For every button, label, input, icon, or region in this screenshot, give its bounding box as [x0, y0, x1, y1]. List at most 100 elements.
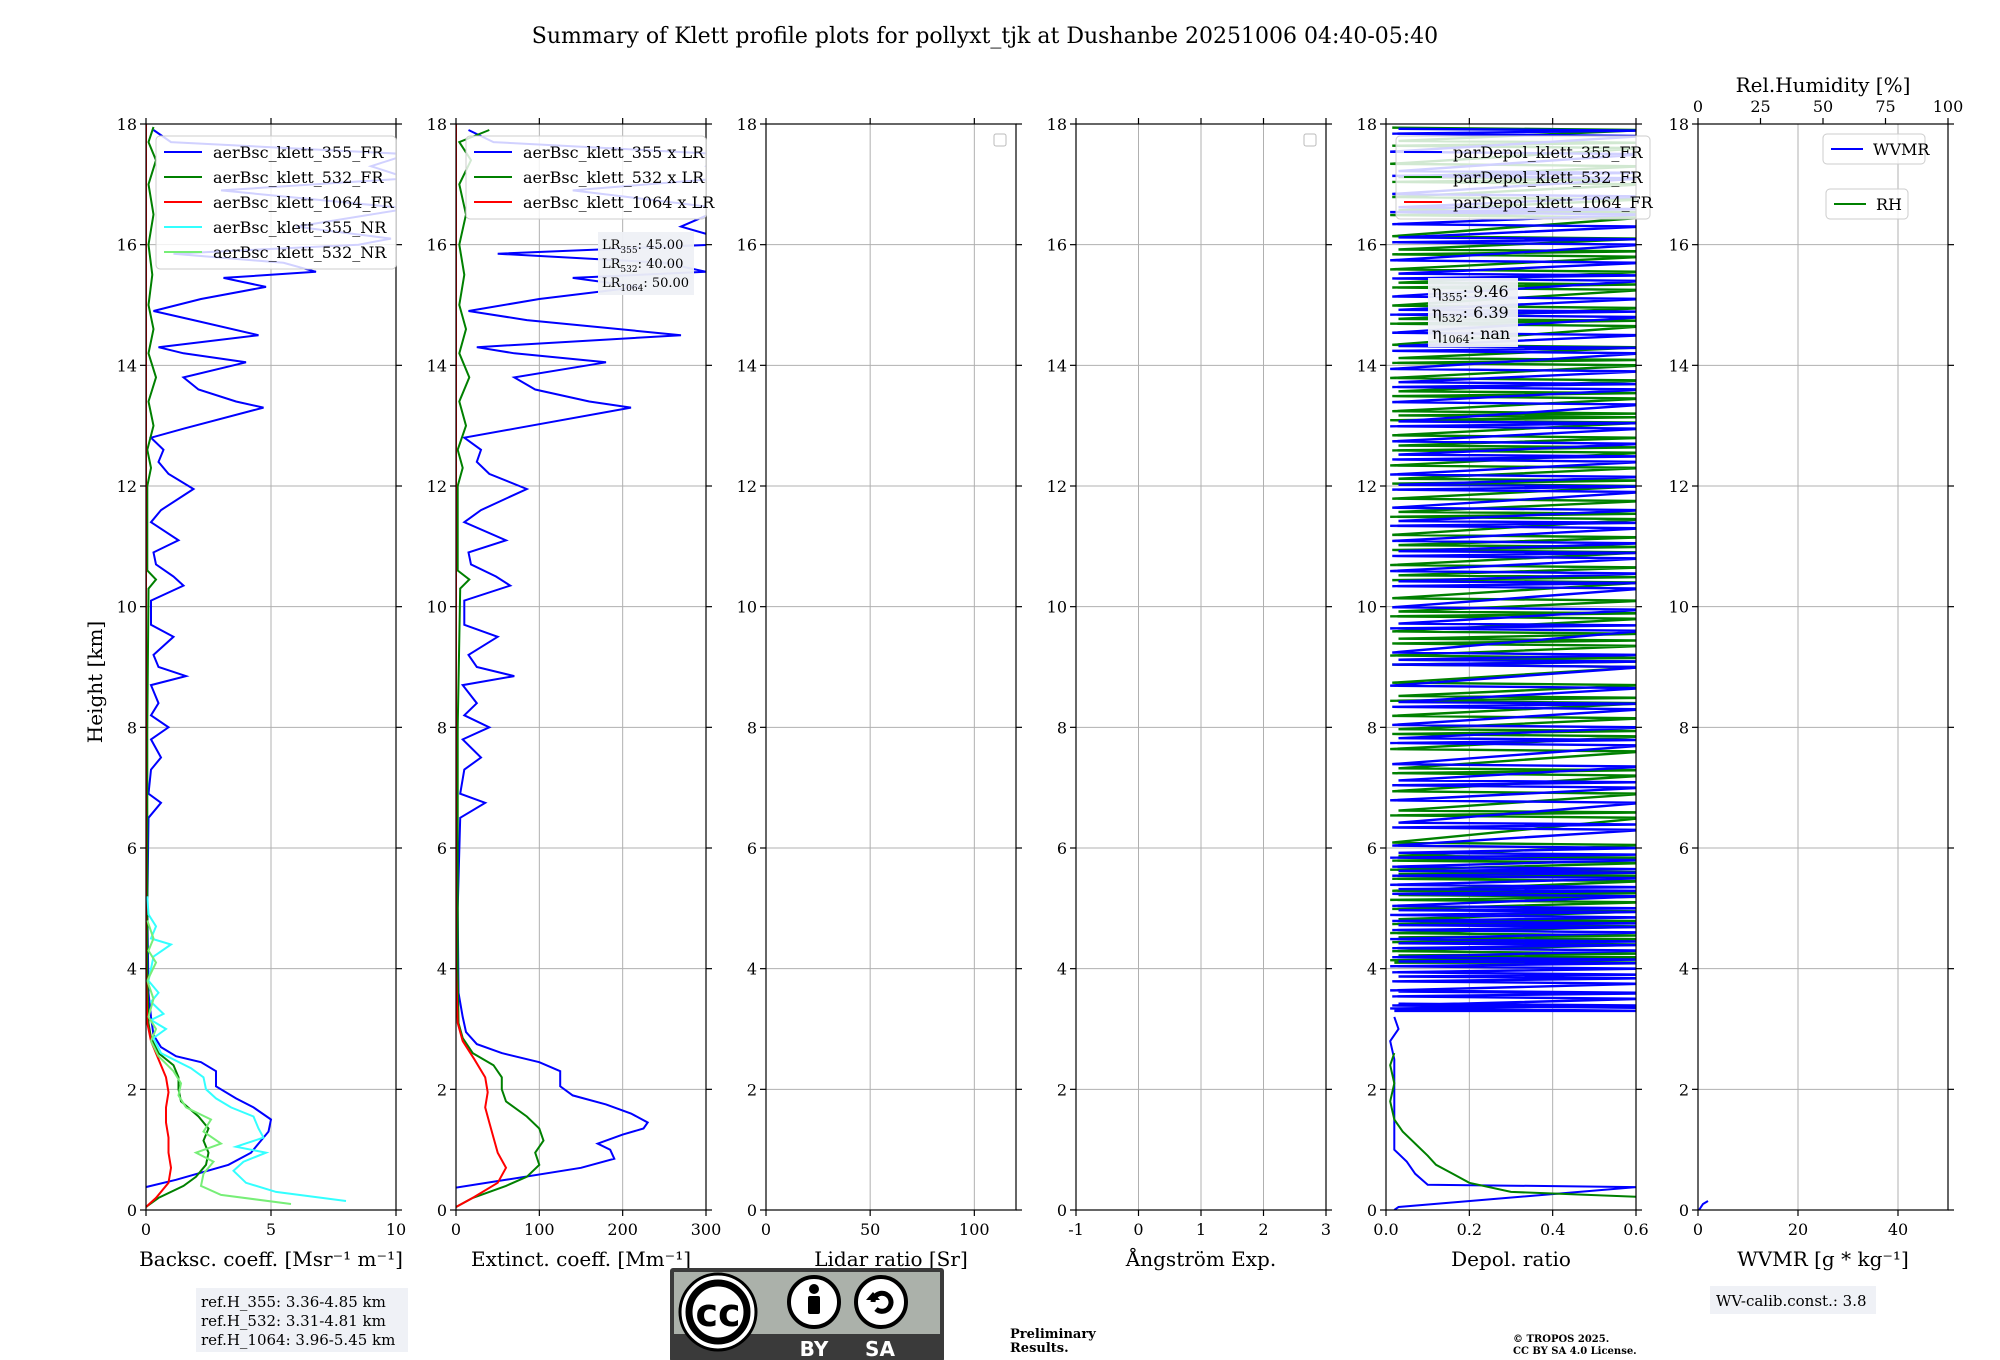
y-tick-label: 10: [1047, 598, 1067, 617]
x-tick-label: 50: [860, 1220, 880, 1239]
y-tick-label: 16: [737, 236, 757, 255]
empty-legend-box: [993, 133, 1007, 147]
x-axis-label: Lidar ratio [Sr]: [814, 1247, 968, 1271]
refh-355: ref.H_355: 3.36-4.85 km: [201, 1293, 386, 1311]
y-tick-label: 14: [1669, 356, 1689, 375]
annotation-bg: [598, 232, 694, 295]
y-tick-label: 10: [427, 598, 447, 617]
y-tick-label: 0: [747, 1201, 757, 1220]
y-tick-label: 6: [747, 839, 757, 858]
preliminary-line2: Results.: [1010, 1341, 1069, 1356]
legend-wvmr: WVMR: [1822, 133, 1930, 165]
y-tick-label: 4: [437, 960, 447, 979]
copyright-line2: CC BY SA 4.0 License.: [1513, 1346, 1637, 1357]
y-tick-label: 4: [1367, 960, 1377, 979]
x-tick-label: 200: [607, 1220, 638, 1239]
y-tick-label: 12: [1669, 477, 1689, 496]
refh-1064: ref.H_1064: 3.96-5.45 km: [201, 1331, 395, 1349]
y-tick-label: 8: [1679, 718, 1689, 737]
y-tick-label: 0: [1057, 1201, 1067, 1220]
x-tick-label: 0: [141, 1220, 151, 1239]
legend-entry: aerBsc_klett_532_FR: [213, 168, 384, 187]
y-tick-label: 2: [127, 1080, 137, 1099]
x-tick-label: 1: [1196, 1220, 1206, 1239]
x-tick-label: 0: [1133, 1220, 1143, 1239]
series-line-aerBsc_klett_532_NR: [146, 920, 292, 1205]
x-tick-label: 0.2: [1457, 1220, 1482, 1239]
y-tick-label: 16: [1357, 236, 1377, 255]
y-tick-label: 0: [1679, 1201, 1689, 1220]
y-tick-label: 16: [427, 236, 447, 255]
y-tick-label: 6: [127, 839, 137, 858]
y-tick-label: 12: [737, 477, 757, 496]
series-line-aerBsc_klett_1064 x LR: [456, 124, 508, 1208]
by-label: BY: [800, 1337, 829, 1360]
y-tick-label: 6: [1679, 839, 1689, 858]
plot-area: [1698, 1200, 1709, 1210]
legend: parDepol_klett_355_FR parDepol_klett_532_…: [1395, 135, 1654, 220]
preliminary-line1: Preliminary: [1010, 1327, 1096, 1342]
legend-frame: [1825, 188, 1909, 220]
legend-entry: aerBsc_klett_355_FR: [213, 143, 384, 162]
x-tick-label: 100: [524, 1220, 555, 1239]
y-tick-label: 2: [437, 1080, 447, 1099]
axes-frame: [765, 123, 1017, 1211]
legend-entry: parDepol_klett_355_FR: [1453, 143, 1644, 162]
y-tick-label: 2: [1679, 1080, 1689, 1099]
annotation-line: LR532: 40.00: [602, 257, 683, 275]
annotation-line: LR1064: 50.00: [602, 276, 689, 294]
x-tick-label: 3: [1321, 1220, 1331, 1239]
legend-entry: aerBsc_klett_1064_FR: [213, 193, 395, 212]
axes-frame: [455, 123, 707, 1211]
y-tick-label: 14: [737, 356, 757, 375]
x-tick-label: 0: [451, 1220, 461, 1239]
y-tick-label: 6: [1367, 839, 1377, 858]
y-tick-label: 12: [1357, 477, 1377, 496]
y-tick-label: 8: [437, 718, 447, 737]
y-tick-label: 14: [117, 356, 137, 375]
legend-frame: [465, 135, 707, 220]
annotation-line: η1064: nan: [1432, 324, 1510, 346]
top-x-tick-label: 75: [1875, 97, 1895, 116]
wv-calib-const: WV-calib.const.: 3.8: [1716, 1292, 1867, 1310]
axes-frame: [1385, 123, 1637, 1211]
legend-entry: aerBsc_klett_1064 x LR: [523, 193, 715, 212]
legend-frame: [1822, 133, 1926, 165]
x-axis-label: Ångström Exp.: [1125, 1246, 1276, 1271]
plot-area: [146, 124, 396, 1208]
x-axis-label: WVMR [g * kg⁻¹]: [1737, 1247, 1909, 1271]
wv-calib-box: WV-calib.const.: 3.8: [1710, 1286, 1876, 1314]
legend: aerBsc_klett_355_FR aerBsc_klett_532_FRae…: [155, 135, 397, 270]
y-tick-label: 16: [117, 236, 137, 255]
legend-rh: RH: [1825, 188, 1909, 220]
y-tick-label: 16: [1047, 236, 1067, 255]
y-tick-label: 14: [427, 356, 447, 375]
series-line-aerBsc_klett_355_FR: [146, 129, 396, 1189]
cc-text: cc: [695, 1291, 740, 1335]
x-tick-label: 0.6: [1623, 1220, 1648, 1239]
series-line-WVMR: [1698, 1200, 1709, 1210]
annotation-bg: [1428, 278, 1518, 347]
top-x-tick-label: 100: [1933, 97, 1964, 116]
empty-legend-box: [1303, 133, 1317, 147]
top-x-tick-label: 25: [1750, 97, 1770, 116]
x-axis-label: Extinct. coeff. [Mm⁻¹]: [471, 1247, 691, 1271]
legend-entry: WVMR: [1873, 140, 1930, 159]
x-tick-label: 300: [691, 1220, 722, 1239]
x-axis-label: Backsc. coeff. [Msr⁻¹ m⁻¹]: [139, 1247, 403, 1271]
annotation-line: η355: 9.46: [1432, 282, 1509, 304]
y-tick-label: 10: [1669, 598, 1689, 617]
axes-frame: [1697, 123, 1949, 1211]
y-tick-label: 0: [437, 1201, 447, 1220]
legend-entry: RH: [1876, 195, 1902, 214]
y-tick-label: 6: [437, 839, 447, 858]
y-tick-label: 6: [1057, 839, 1067, 858]
annotation-line: η532: 6.39: [1432, 303, 1509, 325]
y-tick-label: 10: [1357, 598, 1377, 617]
y-tick-label: 18: [737, 115, 757, 134]
